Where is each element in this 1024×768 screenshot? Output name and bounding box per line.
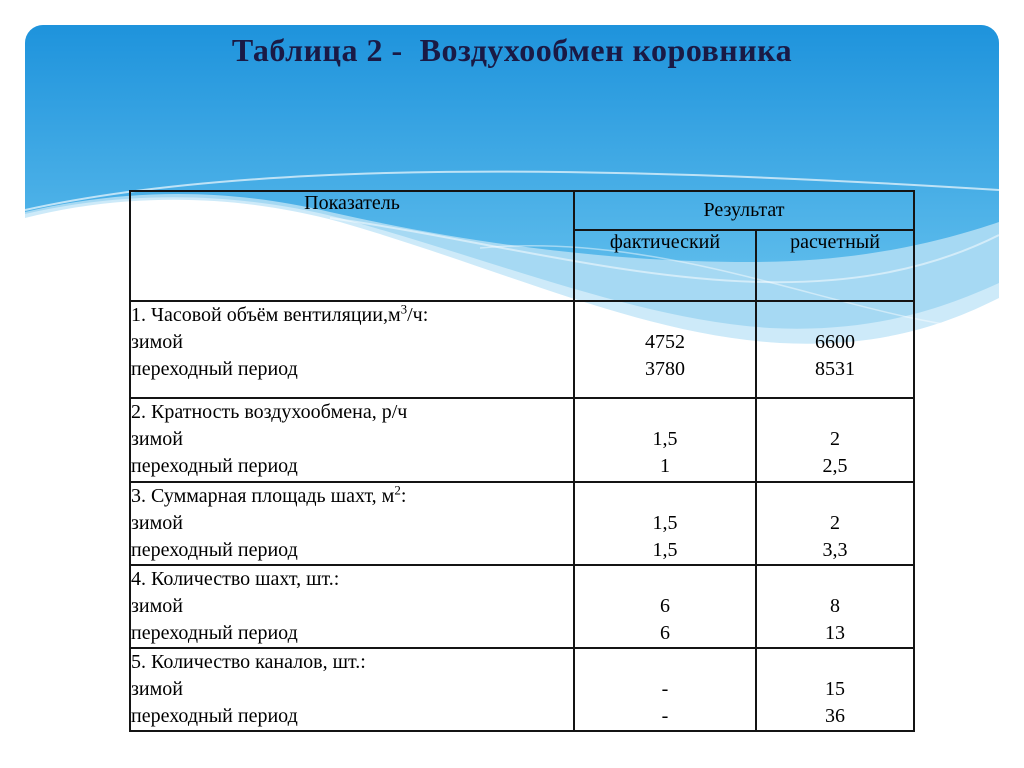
calculated-winter-value: 2	[830, 428, 840, 450]
row-title: 2. Кратность воздухообмена, р/ч	[131, 399, 573, 426]
actual-winter-value: 1,5	[652, 428, 678, 450]
row-line-winter: зимой	[131, 678, 183, 700]
table-row-channel-count: 5. Количество каналов, шт.: зимой перехо…	[129, 647, 916, 732]
row-title-text: 2. Кратность воздухообмена, р/ч	[131, 401, 408, 423]
col-header-actual: фактический	[573, 228, 757, 303]
calculated-values-cell: 2 3,3	[754, 481, 916, 566]
spacer	[575, 483, 755, 510]
row-line-transition: переходный период	[131, 455, 298, 477]
calculated-winter-value: 15	[825, 678, 845, 700]
row-title: 5. Количество каналов, шт.:	[131, 649, 573, 676]
calculated-values-cell: 8 13	[754, 564, 916, 649]
calculated-transition-value: 3,3	[822, 539, 848, 561]
row-title-text: 1. Часовой объём вентиляции,м	[131, 304, 401, 326]
row-title-text: 5. Количество каналов, шт.:	[131, 651, 366, 673]
col-header-calculated: расчетный	[754, 228, 916, 303]
row-title: 4. Количество шахт, шт.:	[131, 566, 573, 593]
air-exchange-table: Показатель Результат фактический расчетн…	[129, 190, 916, 732]
actual-values-cell: - -	[573, 647, 757, 732]
actual-winter-value: 4752	[645, 331, 685, 353]
actual-winter-value: 1,5	[652, 512, 678, 534]
table-row-air-exchange-rate: 2. Кратность воздухообмена, р/ч зимой пе…	[129, 397, 916, 483]
actual-values-cell: 4752 3780	[573, 300, 757, 399]
actual-transition-value: 1	[660, 455, 670, 477]
row-line-transition: переходный период	[131, 622, 298, 644]
row-title-sup: 3	[400, 301, 408, 317]
row-title: 3. Суммарная площадь шахт, м2:	[131, 483, 573, 510]
spacer	[575, 649, 755, 676]
row-line-winter: зимой	[131, 512, 183, 534]
row-label-cell: 5. Количество каналов, шт.: зимой перехо…	[129, 647, 575, 732]
spacer	[757, 483, 913, 510]
actual-transition-value: 3780	[645, 358, 685, 380]
row-line-transition: переходный период	[131, 358, 298, 380]
row-title-text: 4. Количество шахт, шт.:	[131, 568, 340, 590]
calculated-winter-value: 6600	[815, 331, 855, 353]
col-header-result: Результат	[572, 190, 916, 231]
slide-title: Таблица 2 - Воздухообмен коровника	[231, 32, 793, 68]
calculated-winter-value: 2	[830, 512, 840, 534]
table-row-shaft-area: 3. Суммарная площадь шахт, м2: зимой пер…	[129, 481, 916, 566]
calculated-transition-value: 8531	[815, 358, 855, 380]
spacer	[757, 302, 913, 329]
row-line-winter: зимой	[131, 331, 183, 353]
spacer	[575, 302, 755, 329]
spacer	[575, 399, 755, 426]
actual-transition-value: 1,5	[652, 539, 678, 561]
row-title-sup: 2	[394, 482, 401, 498]
row-line-winter: зимой	[131, 428, 183, 450]
row-label-cell: 1. Часовой объём вентиляции,м3/ч: зимой …	[129, 300, 575, 399]
actual-values-cell: 1,5 1	[573, 397, 757, 483]
actual-winter-value: 6	[660, 595, 670, 617]
spacer	[757, 566, 913, 593]
calculated-values-cell: 2 2,5	[754, 397, 916, 483]
table-row-ventilation-volume: 1. Часовой объём вентиляции,м3/ч: зимой …	[129, 300, 916, 399]
actual-transition-value: 6	[660, 622, 670, 644]
row-title-tail: :	[400, 485, 407, 507]
row-title-text: 3. Суммарная площадь шахт, м	[131, 485, 395, 507]
calculated-winter-value: 8	[830, 595, 840, 617]
spacer	[757, 649, 913, 676]
row-label-cell: 2. Кратность воздухообмена, р/ч зимой пе…	[129, 397, 575, 483]
calculated-transition-value: 13	[825, 622, 845, 644]
spacer	[575, 566, 755, 593]
row-line-winter: зимой	[131, 595, 183, 617]
calculated-transition-value: 2,5	[822, 455, 848, 477]
actual-transition-value: -	[661, 705, 669, 727]
calculated-values-cell: 15 36	[754, 647, 916, 732]
row-line-transition: переходный период	[131, 539, 298, 561]
col-header-indicator: Показатель	[129, 190, 575, 302]
row-line-transition: переходный период	[131, 705, 298, 727]
row-title-tail: /ч:	[407, 304, 429, 326]
spacer	[757, 399, 913, 426]
actual-values-cell: 6 6	[573, 564, 757, 649]
header-row-top: Показатель Результат	[129, 190, 916, 302]
row-title: 1. Часовой объём вентиляции,м3/ч:	[131, 302, 573, 329]
calculated-values-cell: 6600 8531	[754, 300, 916, 399]
actual-winter-value: -	[661, 678, 669, 700]
row-label-cell: 3. Суммарная площадь шахт, м2: зимой пер…	[129, 481, 575, 566]
calculated-transition-value: 36	[825, 705, 845, 727]
actual-values-cell: 1,5 1,5	[573, 481, 757, 566]
header-row-sub: фактический расчетный	[130, 228, 916, 303]
table-row-shaft-count: 4. Количество шахт, шт.: зимой переходны…	[129, 564, 916, 649]
row-label-cell: 4. Количество шахт, шт.: зимой переходны…	[129, 564, 575, 649]
